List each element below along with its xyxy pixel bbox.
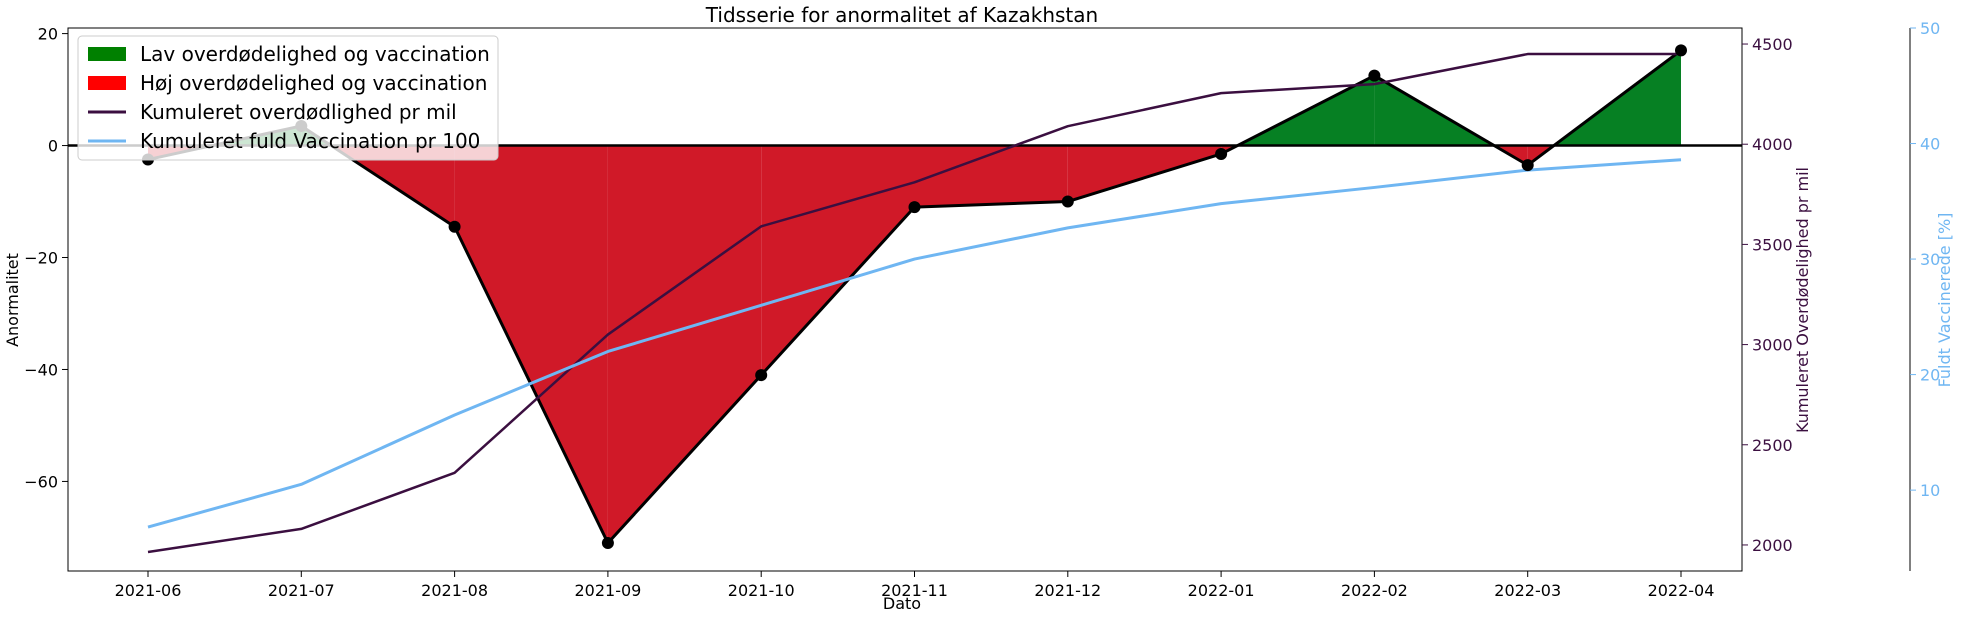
x-tick-label: 2021-07 bbox=[268, 581, 335, 600]
y-tick-label: −40 bbox=[24, 360, 58, 379]
y-axis-left: 20 0 −20 −40 −60 bbox=[24, 25, 68, 491]
x-tick-label: 2021-09 bbox=[574, 581, 641, 600]
x-tick-label: 2021-06 bbox=[115, 581, 182, 600]
y-far-right-tick-label: 30 bbox=[1920, 250, 1940, 269]
y-right-tick-label: 2500 bbox=[1752, 436, 1793, 455]
legend-box bbox=[77, 35, 499, 161]
y-far-right-tick-label: 50 bbox=[1920, 19, 1940, 38]
series-line-vaccination bbox=[147, 158, 1682, 529]
x-tick-label: 2021-08 bbox=[421, 581, 488, 600]
anomaly-point bbox=[908, 201, 921, 214]
anomaly-point bbox=[601, 537, 614, 550]
area-segment-negative bbox=[454, 145, 608, 544]
anomaly-point bbox=[1061, 195, 1074, 208]
x-tick-label: 2022-04 bbox=[1648, 581, 1715, 600]
y-axis-left-title: Anormalitet bbox=[3, 253, 22, 347]
legend: Lav overdødelighed og vaccination Høj ove… bbox=[77, 35, 499, 161]
legend-label: Høj overdødelighed og vaccination bbox=[140, 71, 487, 95]
x-tick-label: 2022-02 bbox=[1341, 581, 1408, 600]
anomaly-point bbox=[755, 369, 768, 382]
x-tick-label: 2021-10 bbox=[728, 581, 795, 600]
x-axis-title: Dato bbox=[883, 594, 921, 613]
y-axis-right: 4500 4000 3500 3000 2500 2000 bbox=[1742, 35, 1793, 555]
x-tick-label: 2022-03 bbox=[1494, 581, 1561, 600]
anomaly-point bbox=[1368, 69, 1381, 82]
x-tick-label: 2022-01 bbox=[1188, 581, 1255, 600]
y-right-tick-label: 3500 bbox=[1752, 235, 1793, 254]
y-axis-right-title: Kumuleret Overdødelighed pr mil bbox=[1793, 167, 1812, 433]
x-tick-label: 2021-11 bbox=[881, 581, 948, 600]
legend-label: Lav overdødelighed og vaccination bbox=[140, 42, 490, 66]
y-right-tick-label: 4500 bbox=[1752, 35, 1793, 54]
chart-title: Tidsserie for anormalitet af Kazakhstan bbox=[705, 3, 1098, 27]
y-tick-label: −60 bbox=[24, 472, 58, 491]
y-axis-far-right-title: Fuldt Vaccinerede [%] bbox=[1935, 213, 1954, 388]
y-far-right-tick-label: 40 bbox=[1920, 135, 1940, 154]
plot-frame bbox=[67, 27, 1743, 572]
y-right-tick-label: 4000 bbox=[1752, 135, 1793, 154]
anomaly-point bbox=[1215, 147, 1228, 160]
y-right-tick-label: 2000 bbox=[1752, 536, 1793, 555]
legend-label: Kumuleret fuld Vaccination pr 100 bbox=[140, 129, 480, 153]
area-segment-negative bbox=[914, 145, 1068, 208]
y-tick-label: 20 bbox=[38, 25, 58, 44]
area-segment-negative bbox=[1067, 145, 1222, 202]
y-far-right-tick-label: 10 bbox=[1920, 481, 1940, 500]
y-axis-far-right: 50 40 30 20 10 bbox=[1909, 19, 1940, 571]
y-right-tick-label: 3000 bbox=[1752, 336, 1793, 355]
area-segment-negative bbox=[761, 145, 915, 376]
legend-swatch bbox=[88, 76, 126, 90]
series-line-cumulative-excess-mortality bbox=[147, 52, 1681, 554]
anomaly-fills bbox=[148, 50, 1681, 544]
y-tick-label: −20 bbox=[24, 249, 58, 268]
legend-label: Kumuleret overdødlighed pr mil bbox=[140, 100, 457, 124]
anomaly-point bbox=[448, 220, 461, 233]
plot-area bbox=[68, 44, 1742, 554]
x-axis: 2021-06 2021-07 2021-08 2021-09 2021-10 2021-… bbox=[115, 571, 1715, 600]
anomaly-point bbox=[1521, 159, 1534, 172]
y-tick-label: 0 bbox=[48, 137, 58, 156]
y-far-right-tick-label: 20 bbox=[1920, 366, 1940, 385]
area-segment-negative bbox=[607, 145, 762, 544]
x-tick-label: 2021-12 bbox=[1034, 581, 1101, 600]
legend-swatch bbox=[88, 47, 126, 61]
anomaly-point bbox=[1675, 44, 1687, 57]
